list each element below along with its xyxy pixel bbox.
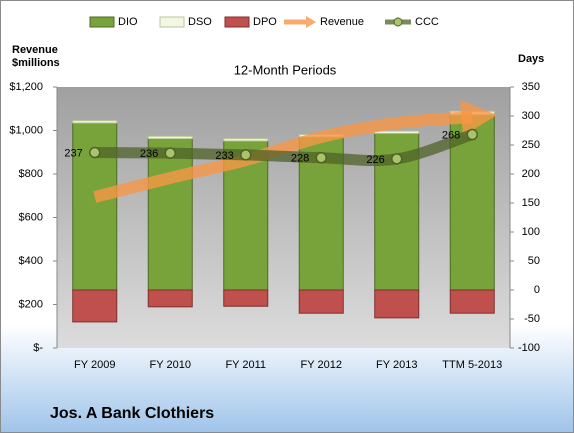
bar bbox=[374, 130, 420, 134]
x-tick-label: FY 2012 bbox=[301, 359, 342, 371]
y2-tick-label: 50 bbox=[528, 255, 540, 267]
y2-tick-label: 150 bbox=[522, 197, 540, 209]
bar bbox=[449, 289, 495, 314]
legend-swatch bbox=[159, 16, 185, 28]
bar bbox=[147, 138, 193, 291]
legend-label: DSO bbox=[188, 16, 212, 28]
y-tick-label: $800 bbox=[19, 168, 43, 180]
y-tick-label: $200 bbox=[19, 298, 43, 310]
legend-swatch bbox=[306, 16, 316, 28]
bar bbox=[72, 120, 118, 124]
plot-area bbox=[57, 87, 510, 348]
bar bbox=[72, 289, 118, 323]
line-marker bbox=[315, 152, 327, 164]
data-label: 233 bbox=[215, 150, 233, 162]
line-marker bbox=[89, 146, 101, 159]
legend-label: CCC bbox=[415, 16, 439, 28]
y-tick-label: $1,200 bbox=[9, 81, 43, 93]
bar bbox=[298, 289, 344, 314]
x-tick-label: FY 2011 bbox=[225, 359, 266, 371]
y-tick-label: $- bbox=[33, 342, 43, 354]
line-marker bbox=[391, 153, 403, 165]
legend-label: Revenue bbox=[320, 16, 364, 28]
y2-tick-label: -50 bbox=[524, 313, 540, 325]
x-tick-label: TTM 5-2013 bbox=[442, 359, 502, 371]
legend-swatch bbox=[89, 16, 115, 28]
footer: Jos. A Bank Clothiers bbox=[50, 405, 214, 422]
y2-tick-label: 250 bbox=[522, 139, 540, 151]
line-marker bbox=[240, 149, 252, 161]
line-series bbox=[94, 129, 475, 166]
y-tick-label: $1,000 bbox=[9, 124, 43, 136]
legend-swatch bbox=[393, 17, 403, 27]
bar bbox=[223, 289, 269, 307]
y2-tick-label: 200 bbox=[522, 168, 540, 180]
x-tick-label: FY 2013 bbox=[376, 359, 417, 371]
y2-tick-label: 350 bbox=[522, 81, 540, 93]
line-marker bbox=[466, 128, 478, 141]
x-tick-label: FY 2010 bbox=[150, 359, 191, 371]
chart-title: 12-Month Periods bbox=[234, 62, 337, 77]
x-tick-label: FY 2009 bbox=[74, 359, 115, 371]
legend-label: DPO bbox=[253, 16, 277, 28]
legend-label: DIO bbox=[118, 16, 138, 28]
y-axis-title: Revenue $millions bbox=[12, 44, 60, 69]
y2-tick-label: 100 bbox=[522, 226, 540, 238]
data-label: 236 bbox=[140, 148, 158, 160]
data-label: 268 bbox=[442, 129, 460, 141]
y2-axis-title: Days bbox=[518, 53, 544, 65]
bar bbox=[147, 135, 193, 140]
line-arrow bbox=[93, 99, 498, 203]
y2-tick-label: -100 bbox=[518, 342, 540, 354]
data-label: 228 bbox=[291, 153, 309, 165]
y2-tick-label: 0 bbox=[534, 284, 540, 296]
bar bbox=[374, 289, 420, 319]
y-tick-label: $400 bbox=[19, 255, 43, 267]
data-label: 226 bbox=[366, 154, 384, 166]
legend-swatch bbox=[224, 16, 250, 28]
data-label: 237 bbox=[64, 147, 82, 159]
y-tick-label: $600 bbox=[19, 211, 43, 223]
bar bbox=[223, 138, 269, 142]
bar bbox=[147, 289, 193, 308]
line-marker bbox=[164, 147, 176, 159]
y2-tick-label: 300 bbox=[522, 110, 540, 122]
